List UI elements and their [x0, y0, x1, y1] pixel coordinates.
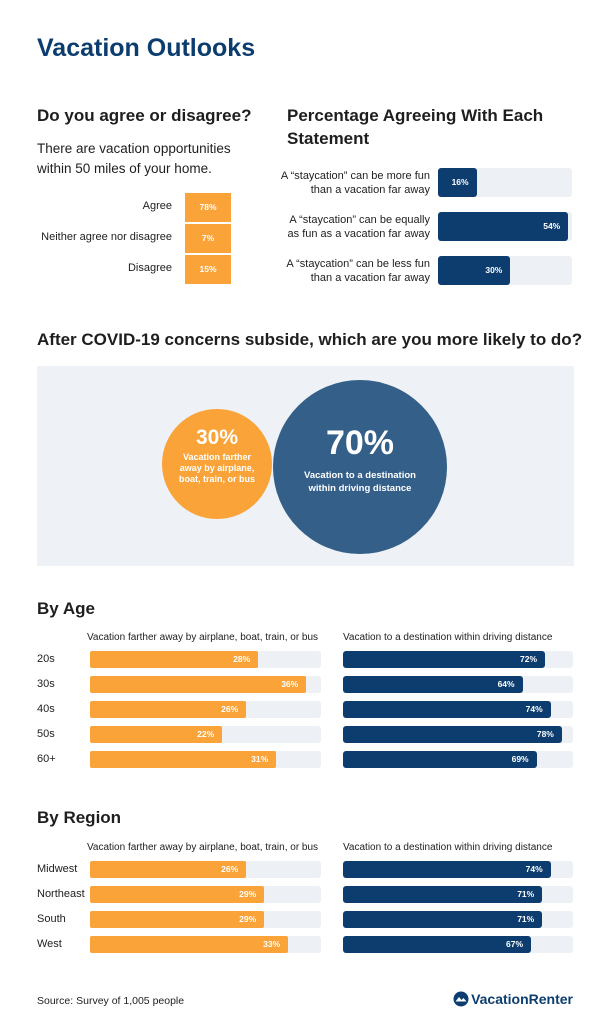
region-right-value: 71%	[517, 914, 535, 924]
driving-text: Vacation to a destination within driving…	[304, 470, 416, 494]
age-right-bar: 74%	[343, 701, 551, 718]
region-right-bar: 71%	[343, 911, 543, 928]
age-col-right: Vacation to a destination within driving…	[343, 632, 553, 643]
agree-statement: There are vacation opportunities within …	[37, 141, 231, 176]
agree-heading: Do you agree or disagree?	[37, 106, 252, 125]
region-label: Northeast	[37, 888, 85, 900]
age-right-bar: 69%	[343, 751, 537, 768]
age-col-left: Vacation farther away by airplane, boat,…	[87, 632, 319, 643]
age-right-bar: 72%	[343, 651, 546, 668]
region-left-value: 29%	[239, 914, 257, 924]
region-heading: By Region	[37, 808, 122, 827]
age-left-value: 22%	[197, 729, 215, 739]
brand-logo: VacationRenter	[453, 991, 573, 1007]
age-label: 60+	[37, 753, 56, 765]
staycation-label: A “staycation” can be more fun than a va…	[280, 170, 430, 196]
age-left-value: 28%	[233, 654, 251, 664]
region-label: South	[37, 913, 66, 925]
region-right-bar: 67%	[343, 936, 531, 953]
farther-text: Vacation farther away by airplane, boat,…	[178, 452, 255, 484]
age-right-value: 69%	[511, 754, 529, 764]
region-left-value: 33%	[263, 939, 281, 949]
region-right-bar: 71%	[343, 886, 543, 903]
region-col-right: Vacation to a destination within driving…	[343, 842, 553, 853]
region-right-value: 67%	[505, 939, 523, 949]
age-heading: By Age	[37, 599, 95, 618]
staycation-bar-value: 16%	[451, 177, 469, 187]
region-left-bar: 29%	[90, 886, 265, 903]
age-right-value: 72%	[520, 654, 538, 664]
staycation-bar-value: 54%	[543, 221, 561, 231]
region-label: West	[37, 938, 62, 950]
age-left-value: 26%	[221, 704, 239, 714]
region-right-value: 74%	[525, 864, 543, 874]
farther-circle: 30% Vacation farther away by airplane, b…	[162, 409, 272, 519]
region-left-bar: 26%	[90, 861, 247, 878]
age-left-bar: 28%	[90, 651, 259, 668]
region-left-value: 29%	[239, 889, 257, 899]
age-right-bar: 64%	[343, 676, 523, 693]
region-left-value: 26%	[221, 864, 239, 874]
age-right-value: 74%	[525, 704, 543, 714]
age-label: 20s	[37, 653, 55, 665]
region-right-bar: 74%	[343, 861, 551, 878]
covid-heading: After COVID-19 concerns subside, which a…	[37, 330, 583, 349]
region-label: Midwest	[37, 863, 78, 875]
source-note: Source: Survey of 1,005 people	[37, 995, 185, 1007]
region-col-left: Vacation farther away by airplane, boat,…	[87, 842, 319, 853]
staycation-bar-value: 30%	[485, 265, 503, 275]
region-right-value: 71%	[517, 889, 535, 899]
age-left-bar: 26%	[90, 701, 247, 718]
region-left-bar: 29%	[90, 911, 265, 928]
logo-text: VacationRenter	[471, 991, 573, 1007]
age-left-value: 36%	[281, 679, 299, 689]
agree-row-value: 15%	[185, 255, 231, 284]
age-left-bar: 36%	[90, 676, 307, 693]
staycation-label: A “staycation” can be less fun than a va…	[286, 258, 430, 284]
agree-row-value: 78%	[185, 193, 231, 222]
age-label: 40s	[37, 703, 55, 715]
age-left-value: 31%	[251, 754, 269, 764]
age-right-value: 64%	[497, 679, 515, 689]
farther-pct: 30%	[195, 426, 239, 449]
agree-row-label: Agree	[142, 200, 172, 212]
age-label: 50s	[37, 728, 55, 740]
staycation-bar: 16%	[438, 168, 477, 197]
logo-mark-icon	[453, 991, 469, 1007]
page-title: Vacation Outlooks	[37, 34, 256, 62]
age-label: 30s	[37, 678, 55, 690]
region-left-bar: 33%	[90, 936, 289, 953]
staycation-label: A “staycation” can be equally as fun as …	[287, 214, 430, 240]
age-right-bar: 78%	[343, 726, 562, 743]
staycation-bar: 30%	[438, 256, 511, 285]
staycation-bar: 54%	[438, 212, 569, 241]
age-left-bar: 31%	[90, 751, 277, 768]
driving-circle: 70% Vacation to a destination within dri…	[273, 380, 447, 554]
statement-heading: Percentage Agreeing With Each Statement	[287, 106, 544, 148]
covid-panel: 30% Vacation farther away by airplane, b…	[37, 366, 574, 566]
age-right-value: 78%	[536, 729, 554, 739]
age-left-bar: 22%	[90, 726, 223, 743]
agree-row-value: 7%	[185, 224, 231, 253]
agree-row-label: Disagree	[127, 262, 172, 274]
agree-row-label: Neither agree nor disagree	[41, 231, 172, 243]
driving-pct: 70%	[325, 424, 395, 462]
